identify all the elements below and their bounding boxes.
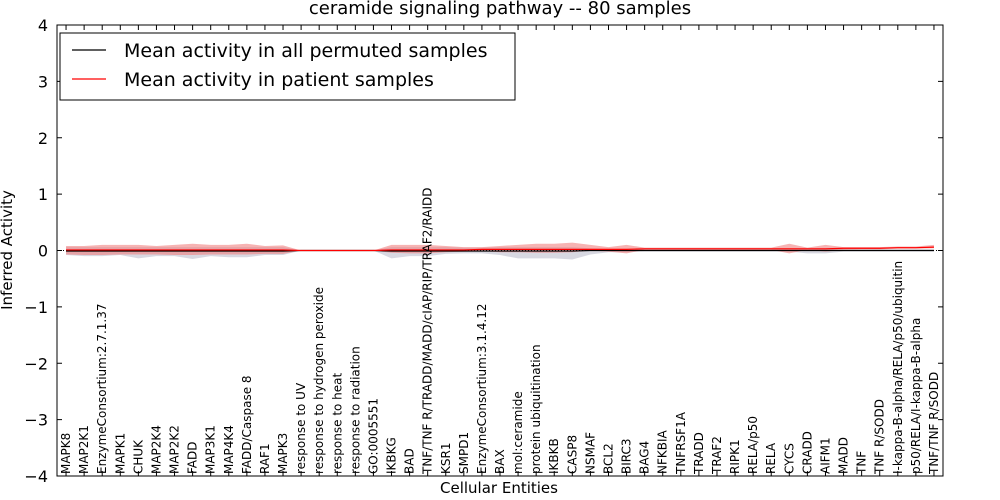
x-category-label: protein ubiquitination (529, 344, 543, 474)
x-category-label: MAP2K4 (149, 425, 163, 474)
x-category-label: MAP4K4 (222, 425, 236, 474)
y-tick-label: −3 (24, 411, 48, 430)
x-category-label: TNF (855, 451, 869, 475)
x-category-label: BIRC3 (620, 438, 634, 474)
x-category-label: BAX (493, 449, 507, 474)
x-category-label: TNF R/SODD (873, 399, 887, 475)
patient-mean-line (66, 246, 934, 252)
x-category-label: TRADD (692, 432, 706, 475)
x-category-label: MAP2K1 (77, 425, 91, 474)
x-category-label: RAF1 (258, 443, 272, 474)
legend: Mean activity in all permuted samples Me… (59, 32, 516, 101)
x-category-label: CASP8 (565, 435, 579, 474)
x-category-label: CHUK (131, 439, 145, 474)
x-category-label: response to radiation (348, 346, 362, 474)
x-category-label: IKBKB (547, 438, 561, 474)
x-axis-title: Cellular Entities (440, 479, 558, 497)
x-category-label: MAP2K2 (168, 425, 182, 474)
y-tick-label: −4 (24, 467, 48, 486)
x-category-label: RIPK1 (728, 439, 742, 474)
x-category-label: RELA/p50 (746, 416, 760, 474)
x-category-label: TNF/TNF R/SODD (927, 372, 941, 475)
x-category-label: MADD (837, 437, 851, 474)
x-category-label: FADD (186, 442, 200, 475)
y-tick-label: 2 (38, 129, 48, 148)
x-category-label: BAG4 (638, 441, 652, 474)
x-category-label: MAPK3 (276, 433, 290, 474)
y-tick-label: 0 (38, 242, 48, 261)
x-category-label: KSR1 (439, 443, 453, 474)
legend-label-permuted: Mean activity in all permuted samples (124, 40, 487, 62)
x-category-label: FADD/Caspase 8 (240, 375, 254, 474)
series-lines (66, 246, 934, 252)
x-category-label: mol:ceramide (511, 391, 525, 474)
x-category-label: TNFRSF1A (674, 411, 688, 475)
x-category-label: NSMAF (583, 432, 597, 474)
x-category-label: response to UV (294, 382, 308, 474)
x-category-label: MAP3K1 (204, 425, 218, 474)
y-tick-label: −1 (24, 298, 48, 317)
x-category-label: MAPK1 (113, 433, 127, 474)
x-category-label: response to heat (330, 372, 344, 474)
x-category-label: TNF/TNF R/TRADD/MADD/cIAP/RIP/TRAF2/RAID… (421, 188, 435, 476)
x-category-label: CYCS (782, 443, 796, 474)
x-category-label: MAPK8 (59, 433, 73, 474)
x-category-label: p50/RELA/I-kappa-B-alpha (909, 318, 923, 474)
x-category-label: CRADD (800, 431, 814, 474)
x-category-label: BAD (403, 448, 417, 474)
x-category-label: I-kappa-B-alpha/RELA/p50/ubiquitin (891, 261, 905, 474)
x-category-label: BCL2 (601, 443, 615, 474)
x-category-label: RELA (764, 442, 778, 474)
x-axis: MAPK8 MAP2K1 EnzymeConsortium:2.7.1.37 MAPK… (59, 25, 941, 476)
x-category-label: SMPD1 (457, 432, 471, 474)
y-tick-label: 3 (38, 72, 48, 91)
y-tick-label: −2 (24, 354, 48, 373)
x-category-label: IKBKG (385, 437, 399, 474)
legend-box (59, 32, 516, 101)
y-axis: −4 −3 −2 −1 0 1 2 3 4 (24, 16, 943, 486)
x-category-label: GO:0005551 (366, 398, 380, 474)
y-tick-label: 4 (38, 16, 48, 35)
x-category-label: NFKBIA (656, 429, 670, 474)
x-category-label: AIFM1 (818, 437, 832, 474)
x-category-label: TRAF2 (710, 436, 724, 475)
x-category-label: EnzymeConsortium:2.7.1.37 (95, 303, 109, 474)
permuted-mean-line (66, 249, 934, 252)
chart-title: ceramide signaling pathway -- 80 samples (309, 0, 691, 19)
y-axis-title: Inferred Activity (0, 190, 16, 310)
x-category-label: response to hydrogen peroxide (312, 287, 326, 474)
legend-label-patient: Mean activity in patient samples (124, 69, 434, 91)
x-category-label: EnzymeConsortium:3.1.4.12 (475, 303, 489, 474)
y-tick-label: 1 (38, 185, 48, 204)
